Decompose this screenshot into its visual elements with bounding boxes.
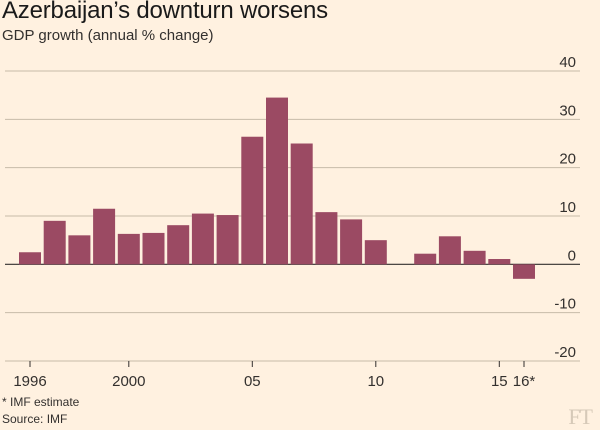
x-tick-label: 16* xyxy=(513,373,536,390)
bar xyxy=(167,225,190,265)
bar xyxy=(117,233,140,265)
y-tick-label: -20 xyxy=(554,344,576,361)
x-tick-label: 10 xyxy=(367,373,384,390)
ft-logo: FT xyxy=(568,404,593,429)
bar xyxy=(19,252,41,265)
bar xyxy=(364,240,387,265)
bar xyxy=(463,250,486,265)
y-tick-label: 30 xyxy=(559,102,576,119)
bar xyxy=(513,264,535,279)
bar xyxy=(241,136,264,265)
x-tick-label: 15 xyxy=(491,373,508,390)
x-tick-label: 05 xyxy=(244,373,261,390)
y-tick-label: 40 xyxy=(559,54,576,71)
y-tick-label: 20 xyxy=(559,151,576,168)
y-tick-label: -10 xyxy=(554,296,576,313)
bar xyxy=(340,219,363,265)
chart-subtitle: GDP growth (annual % change) xyxy=(2,27,214,44)
x-tick-label: 1996 xyxy=(13,373,46,390)
chart-title: Azerbaijan’s downturn worsens xyxy=(2,0,328,24)
bar xyxy=(216,215,239,265)
bar xyxy=(488,259,511,265)
footnote: * IMF estimate xyxy=(2,395,80,409)
bar xyxy=(191,213,214,265)
bar xyxy=(414,253,437,265)
bar xyxy=(438,236,461,265)
bars xyxy=(19,97,535,279)
bar xyxy=(290,143,313,265)
y-tick-label: 0 xyxy=(568,247,576,264)
bar xyxy=(315,212,338,265)
bar xyxy=(266,97,288,265)
bar xyxy=(142,232,165,265)
source-note: Source: IMF xyxy=(2,412,68,426)
axes: 40 30 20 10 0 -10 -20 1996 2000 05 10 15 16* xyxy=(13,54,576,390)
y-tick-label: 10 xyxy=(559,199,576,216)
bar xyxy=(43,220,66,265)
bar xyxy=(68,235,91,265)
x-tick-label: 2000 xyxy=(112,373,145,390)
bar xyxy=(93,208,116,265)
